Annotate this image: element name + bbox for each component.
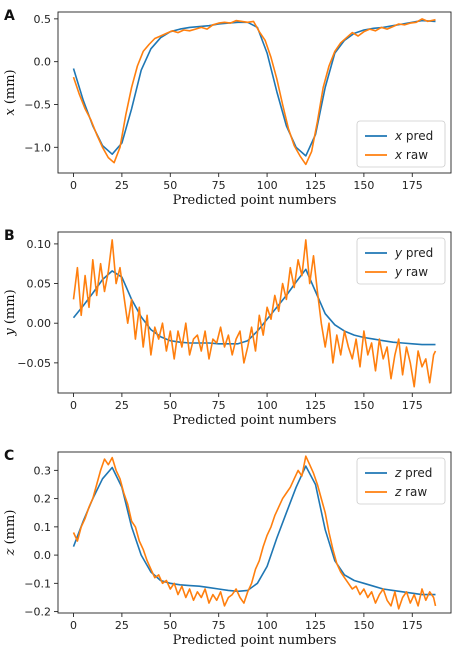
legend-entry-raw: x raw: [394, 148, 428, 162]
x-tick-label: 150: [353, 619, 374, 632]
series-line-raw: [72, 18, 436, 166]
plot-frame: [57, 451, 452, 614]
series-line-pred: [72, 19, 436, 157]
series-line-pred: [72, 465, 436, 596]
y-tick-label: −0.5: [24, 98, 51, 111]
x-tick-label: 50: [163, 619, 177, 632]
x-tick-label: 175: [402, 399, 423, 412]
x-tick-label: 125: [305, 179, 326, 192]
y-tick-label: 0.0: [34, 549, 52, 562]
panel-letter: B: [4, 228, 15, 244]
panel-letter: C: [4, 448, 14, 464]
x-tick-label: 0: [70, 179, 77, 192]
plot-frame: [57, 11, 452, 174]
y-tick-label: 0.0: [34, 56, 52, 69]
legend-entry-raw: z raw: [394, 485, 427, 499]
series-line-raw: [72, 455, 437, 610]
plot-frame: [57, 231, 452, 394]
y-tick-label: 0.5: [34, 13, 52, 26]
x-tick-label: 75: [212, 399, 226, 412]
y-tick-label: −0.2: [24, 606, 51, 619]
x-tick-label: 0: [70, 619, 77, 632]
x-tick-label: 125: [305, 399, 326, 412]
x-tick-label: 25: [115, 619, 129, 632]
x-tick-label: 75: [212, 619, 226, 632]
x-tick-label: 50: [163, 179, 177, 192]
x-tick-label: 125: [305, 619, 326, 632]
y-tick-label: 0.3: [34, 464, 52, 477]
y-tick-label: 0.05: [27, 278, 52, 291]
legend: x pred x raw: [356, 120, 446, 168]
x-tick-label: 75: [212, 179, 226, 192]
x-tick-label: 150: [353, 179, 374, 192]
y-tick-label: −1.0: [24, 141, 51, 154]
x-tick-label: 25: [115, 179, 129, 192]
x-tick-label: 175: [402, 179, 423, 192]
y-tick-label: 0.2: [34, 493, 52, 506]
x-tick-label: 150: [353, 399, 374, 412]
y-tick-label: 0.10: [27, 238, 52, 251]
chart-panel-b: B 0 25 50 75 100 125 150 175 −0.05 0.00 0.05 0.10 Pre…: [3, 228, 452, 428]
legend-entry-pred: z pred: [394, 466, 432, 480]
x-axis-title: Predicted point numbers: [173, 193, 337, 208]
y-tick-label: −0.1: [24, 577, 51, 590]
y-axis-title: y (mm): [3, 289, 18, 336]
x-tick-label: 100: [257, 619, 278, 632]
x-axis-title: Predicted point numbers: [173, 413, 337, 428]
x-tick-label: 25: [115, 399, 129, 412]
x-tick-label: 175: [402, 619, 423, 632]
y-tick-label: −0.05: [17, 357, 51, 370]
legend: z pred z raw: [356, 457, 446, 505]
x-axis-title: Predicted point numbers: [173, 633, 337, 648]
chart-panel-a: A 0 25 50 75 100 125 150 175 −1.0 −0.5 0.0 0.5 Predic…: [3, 8, 452, 208]
y-tick-label: 0.00: [27, 317, 52, 330]
legend: y pred y raw: [356, 237, 446, 285]
y-axis-title: z (mm): [3, 510, 18, 557]
legend-entry-pred: x pred: [394, 129, 433, 143]
panel-letter: A: [4, 8, 15, 24]
chart-panel-c: C 0 25 50 75 100 125 150 175 −0.2 −0.1 0.0 0.1 0.2 0.3…: [3, 448, 452, 648]
x-tick-label: 0: [70, 399, 77, 412]
legend-entry-raw: y raw: [394, 265, 428, 279]
y-axis-title: x (mm): [3, 69, 18, 115]
x-tick-label: 100: [257, 179, 278, 192]
x-tick-label: 50: [163, 399, 177, 412]
x-tick-label: 100: [257, 399, 278, 412]
series-line-raw: [72, 239, 437, 388]
y-tick-label: 0.1: [34, 521, 52, 534]
legend-entry-pred: y pred: [394, 246, 433, 260]
